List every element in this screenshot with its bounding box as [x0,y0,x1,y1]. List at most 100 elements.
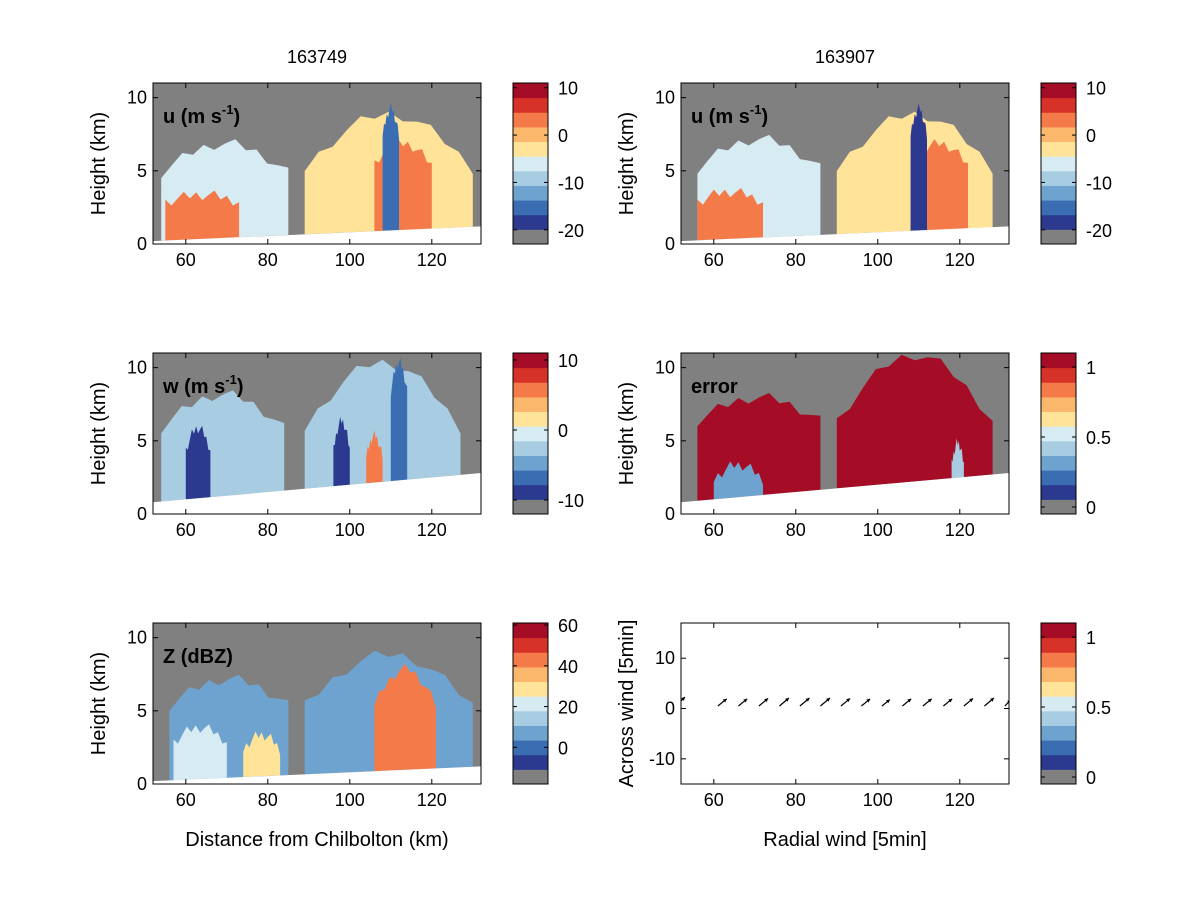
wind-arrow-head [846,698,851,703]
colorbar-segment [513,470,548,486]
colorbar-segment [513,455,548,471]
colorbar-segment [513,696,548,712]
x-tick-label: 100 [863,250,893,270]
x-axis-label: Distance from Chilbolton (km) [185,829,448,851]
y-tick-label: 0 [137,234,147,254]
colorbar-segment [513,652,548,668]
colorbar-segment [513,200,548,216]
x-tick-label: 80 [258,520,278,540]
panel-label-superscript: -1 [750,102,762,117]
x-tick-label: 60 [176,790,196,810]
echo-region [697,188,763,241]
colorbar-segment [513,740,548,756]
echo-region [382,103,399,231]
y-axis-label: Height (km) [88,112,110,215]
axes-frame [152,352,482,515]
colorbar-tick-label: 0 [558,421,568,441]
x-tick-label: 100 [863,520,893,540]
y-tick-label: 0 [137,504,147,524]
x-tick-label: 60 [704,520,724,540]
terrain [153,766,481,784]
colorbar-segment [1041,112,1076,128]
colorbar-segment [1041,681,1076,697]
x-tick-label: 100 [863,790,893,810]
colorbar-segment [1041,484,1076,500]
plot-area [681,83,1009,244]
y-axis-label: Across wind [5min] [616,620,638,788]
y-axis-label: Height (km) [616,382,638,485]
colorbar-segment [1041,411,1076,427]
colorbar-segment [513,754,548,770]
echo-region [390,358,408,482]
colorbar-segment [1041,710,1076,726]
colorbar-segment [513,411,548,427]
colorbar-segment [1041,382,1076,398]
colorbar-segment [1041,740,1076,756]
y-tick-label: 5 [137,701,147,721]
colorbar-segment [1041,652,1076,668]
colorbar-segment [513,637,548,653]
wind-arrow-head [990,698,994,702]
axes-frame [152,82,482,245]
panel-label: error [691,376,738,398]
echo-region [165,190,240,241]
colorbar-frame [1040,622,1077,785]
colorbar-segment [513,156,548,172]
x-axis-label: Radial wind [5min] [763,829,926,851]
wind-arrow-head [722,698,727,703]
colorbar-segment [1041,769,1076,785]
colorbar-tick-label: 10 [558,351,578,371]
panel-label-tail: ) [237,376,244,398]
colorbar-segment [513,367,548,383]
y-tick-label: 5 [137,161,147,181]
echo-region [366,430,383,484]
y-tick-label: 10 [655,358,675,378]
y-axis-label: Height (km) [88,652,110,755]
wind-arrow-head [805,698,810,702]
colorbar-segment [513,353,548,369]
x-tick-label: 60 [704,790,724,810]
colorbar-segment [1041,141,1076,157]
axes-frame [152,622,482,785]
colorbar-segment [513,484,548,500]
colorbar-segment [1041,455,1076,471]
colorbar-frame [512,622,549,785]
panel-label-superscript: -1 [222,102,234,117]
colorbar-segment [513,126,548,143]
x-tick-label: 100 [335,520,365,540]
plot-area [153,83,481,244]
colorbar-tick-label: 0 [1086,498,1096,518]
colorbar-segment [1041,156,1076,172]
colorbar: 10 0 -10 [512,351,584,515]
y-tick-label: 0 [665,504,675,524]
panel-Z-163749: Z (dBZ) 60 80 100 120 0 5 10 Height (km) Distance… [88,616,578,851]
colorbar-segment [1041,499,1076,515]
wind-arrow-head [866,698,871,703]
column-title-left: 163749 [287,47,347,67]
colorbar-tick-label: -10 [558,173,584,193]
wind-arrow-head [826,698,830,702]
colorbar-segment [1041,470,1076,486]
colorbar-tick-label: 20 [558,698,578,718]
column-title-right: 163907 [815,47,875,67]
colorbar-tick-label: 1 [1086,358,1096,378]
colorbar-segment [513,666,548,683]
colorbar-segment [1041,185,1076,201]
plot-area [153,353,481,514]
colorbar-segment [1041,83,1076,99]
y-tick-label: 5 [137,431,147,451]
colorbar-segment [1041,200,1076,216]
colorbar-tick-label: -10 [558,491,584,511]
terrain [681,226,1009,244]
y-axis-label: Height (km) [616,112,638,215]
x-tick-label: 120 [945,790,975,810]
colorbar-tick-label: 10 [1086,79,1106,99]
y-tick-label: 10 [127,628,147,648]
x-tick-label: 80 [258,250,278,270]
colorbar-segment [513,681,548,697]
plot-area [153,623,481,784]
colorbar-frame [1040,352,1077,515]
